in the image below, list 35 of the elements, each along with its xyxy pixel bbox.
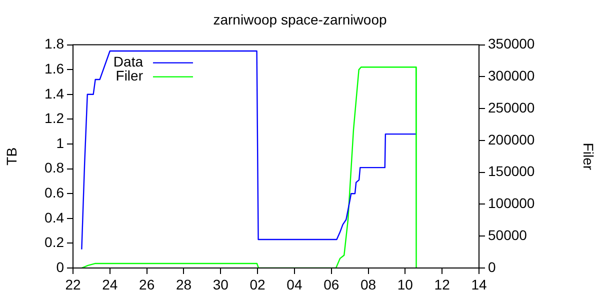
y2-tick-label: 300000 [488,68,535,84]
y-tick-label: 1.2 [44,110,64,126]
x-tick-label: 14 [471,276,487,292]
y2-tick-label: 0 [488,258,496,275]
x-tick-label: 30 [212,276,229,292]
y-tick-label: 0.4 [44,209,64,226]
x-tick-label: 08 [360,276,376,292]
y-tick-label: 0.2 [44,234,64,250]
y-tick-label: 1 [56,134,64,151]
y-tick-label: 0.8 [44,160,64,176]
y-tick-label: 0 [56,258,64,275]
y2-tick-label: 200000 [488,131,535,148]
x-tick-label: 26 [139,276,155,292]
x-tick-label: 04 [286,276,302,292]
y2-axis-title: Filer [580,142,597,170]
legend-label: Data [113,54,144,70]
y-tick-label: 1.8 [44,36,64,52]
chart-title: zarniwoop space-zarniwoop [213,11,387,28]
y2-tick-label: 100000 [488,195,535,212]
legend-label: Filer [116,68,144,84]
y-tick-label: 0.6 [44,184,64,200]
y2-tick-label: 50000 [488,226,528,243]
y2-tick-label: 350000 [488,36,535,52]
x-tick-label: 22 [65,276,81,292]
x-tick-label: 02 [250,276,266,292]
y2-tick-label: 150000 [488,163,535,180]
x-tick-label: 06 [324,276,340,292]
x-tick-label: 12 [434,276,450,292]
x-tick-label: 24 [102,276,118,292]
y2-tick-label: 250000 [488,99,535,116]
y-axis-title: TB [3,147,20,166]
x-tick-label: 28 [176,276,192,292]
x-tick-label: 10 [397,276,414,292]
y-tick-label: 1.6 [44,60,64,76]
y-tick-label: 1.4 [44,85,64,102]
